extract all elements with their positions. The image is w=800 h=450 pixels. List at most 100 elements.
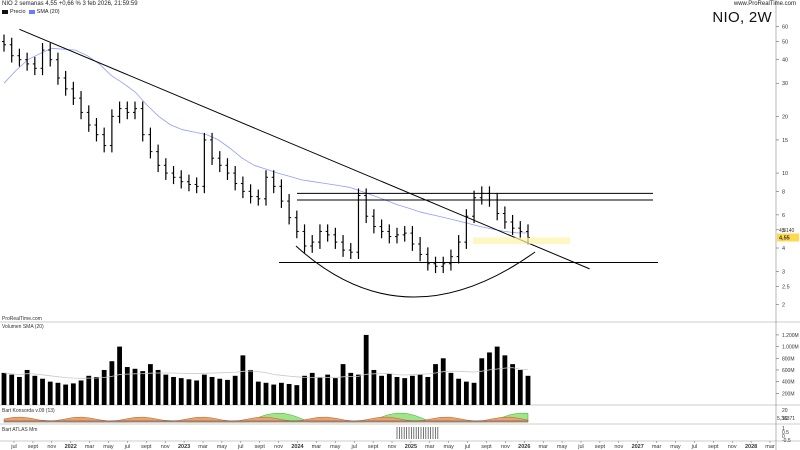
watermark-text: ProRealTime.com: [2, 316, 42, 322]
sma-legend-swatch: [28, 9, 35, 14]
rounding-bottom-arc: [295, 245, 536, 298]
x-axis-label: 2024: [291, 444, 304, 450]
volume-bar: [425, 376, 431, 405]
last-price-label: 4,55: [779, 235, 790, 241]
x-axis-label: jul: [691, 444, 698, 450]
volume-bar: [232, 375, 238, 405]
chart-title: NIO, 2W: [712, 9, 772, 26]
volume-bar: [309, 372, 315, 405]
volume-tick-label: 1.000M: [782, 345, 799, 351]
volume-bar: [117, 346, 122, 405]
panel3-tick-label: 20: [782, 408, 788, 414]
x-axis-label: mar: [652, 444, 662, 450]
price-tick-label: 3: [782, 270, 785, 276]
volume-bar: [302, 375, 307, 405]
volume-bar: [440, 358, 446, 405]
x-axis-label: mar: [85, 444, 95, 450]
volume-bar: [379, 375, 384, 405]
price-tick-label: 60: [782, 25, 788, 31]
volume-bar: [402, 378, 408, 405]
price-panel[interactable]: [2, 28, 658, 298]
volume-bar: [70, 383, 76, 405]
volume-bar: [394, 376, 400, 405]
volume-bar: [140, 371, 146, 405]
sma20-line: [3, 47, 529, 234]
volume-tick-label: 1.200M: [782, 333, 799, 339]
x-axis-label: mar: [765, 444, 775, 450]
volume-bar: [356, 374, 361, 405]
x-axis-label: may: [103, 444, 114, 450]
volume-bar: [487, 352, 492, 405]
volume-bar: [340, 364, 346, 405]
x-axis-label: jul: [124, 444, 131, 450]
last-price-box: [777, 233, 799, 242]
price-tick-label: 10: [782, 171, 788, 177]
volume-bar: [248, 369, 253, 405]
x-axis-label: sept: [141, 444, 152, 450]
volume-bar: [479, 358, 485, 405]
volume-bar: [502, 355, 508, 405]
volume-bar: [78, 380, 84, 405]
panel3-label: Bart Konsorda v.09 (13): [2, 408, 55, 414]
panel4-tick-label: 1: [782, 426, 785, 432]
price-tick-label: 40: [782, 58, 788, 64]
volume-bar: [178, 378, 184, 405]
volume-bar: [132, 368, 138, 405]
volume-tick-label: 400M: [782, 380, 795, 386]
volume-bar: [410, 375, 415, 405]
volume-bar: [155, 369, 161, 405]
volume-bar: [124, 367, 130, 405]
volume-bar: [217, 378, 223, 405]
x-axis-label: jul: [464, 444, 471, 450]
panel4-tick-label: -0.5: [782, 438, 791, 444]
sma-legend-label: SMA (20): [36, 9, 60, 15]
volume-tick-label: 200M: [782, 391, 795, 397]
panel3-tick-label: 10: [782, 416, 788, 422]
x-axis-label: jul: [577, 444, 584, 450]
volume-bar: [294, 385, 300, 405]
volume-bar: [209, 376, 215, 405]
x-axis-label: mar: [312, 444, 322, 450]
x-axis-label: sept: [368, 444, 379, 450]
x-axis-label: sept: [481, 444, 492, 450]
volume-panel[interactable]: [1, 334, 531, 405]
indicator-panels[interactable]: [3, 412, 529, 439]
x-axis-label: 2026: [518, 444, 530, 450]
volume-bar: [448, 372, 454, 405]
volume-bar: [24, 369, 30, 405]
volume-bar: [201, 374, 207, 405]
price-tick-label: 15: [782, 138, 788, 144]
volume-bar: [47, 381, 53, 405]
panel4-label: Bart ATLAS Mm: [2, 427, 37, 433]
volume-bar: [510, 364, 515, 405]
x-axis-label: nov: [614, 444, 623, 450]
volume-bar: [417, 374, 423, 405]
panel4-tick-label: 0.5: [782, 430, 789, 436]
volume-bar: [317, 376, 323, 405]
x-axis-label: sept: [254, 444, 265, 450]
highlight-band: [473, 237, 570, 245]
volume-bar: [163, 374, 169, 405]
panel4-tick-label: 0: [782, 434, 785, 440]
volume-bar: [517, 369, 523, 405]
volume-bar: [148, 364, 153, 405]
price-tick-label: 2: [782, 303, 785, 309]
volume-bar: [40, 378, 45, 405]
price-tick-label: 5: [782, 228, 785, 234]
header-bar: NIO 2 semanas 4,55 +0,66 % 3 feb 2026, 2…: [0, 0, 800, 8]
volume-bar: [263, 382, 269, 405]
panel3-value: 5,36371: [777, 416, 795, 422]
price-tick-label: 4: [782, 246, 785, 252]
x-axis-label: sept: [595, 444, 606, 450]
x-axis-label: mar: [198, 444, 208, 450]
last-sma-label: 4,8140: [779, 228, 795, 234]
volume-bar: [286, 383, 292, 405]
x-axis-label: mar: [425, 444, 435, 450]
volume-bar: [171, 376, 176, 405]
volume-bar: [363, 334, 369, 405]
price-tick-label: 50: [782, 39, 788, 45]
x-axis-label: nov: [388, 444, 397, 450]
header-instrument-info: NIO 2 semanas 4,55 +0,66 % 3 feb 2026, 2…: [2, 1, 138, 7]
x-axis-label: nov: [47, 444, 56, 450]
